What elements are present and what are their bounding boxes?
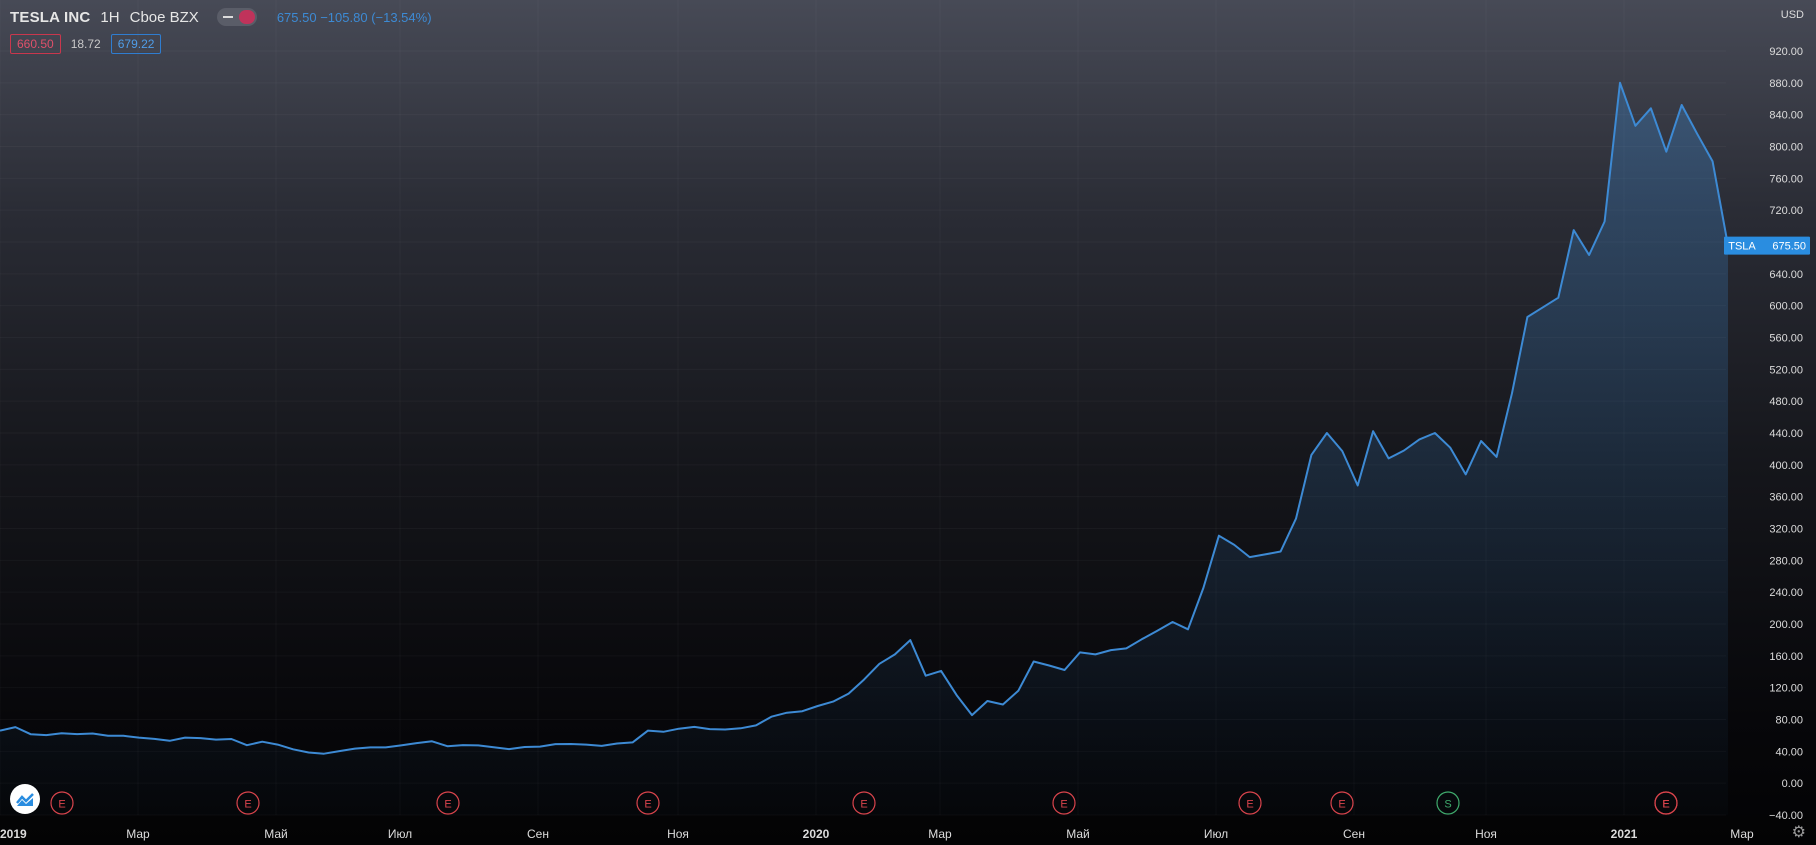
earnings-event-marker[interactable]: E: [1654, 791, 1678, 815]
x-axis-tick-label: Ноя: [667, 827, 689, 841]
y-axis-tick-label: 80.00: [1775, 715, 1803, 727]
y-axis-tick-label: 40.00: [1775, 746, 1803, 758]
ask-price[interactable]: 679.22: [110, 34, 162, 54]
y-axis-tick-label: 0.00: [1782, 778, 1803, 790]
last-price-value: 675.50: [1772, 241, 1806, 253]
svg-text:E: E: [1662, 799, 1669, 811]
interval-label[interactable]: 1H: [100, 8, 120, 26]
y-axis-tick-label: 520.00: [1769, 364, 1803, 376]
x-axis-tick-label: Мар: [1730, 827, 1754, 841]
y-axis-tick-label: 240.00: [1769, 587, 1803, 599]
svg-text:E: E: [1662, 799, 1669, 811]
svg-text:E: E: [58, 799, 65, 811]
y-axis-tick-label: 640.00: [1769, 269, 1803, 281]
market-status-toggle[interactable]: [216, 8, 257, 26]
x-axis-tick-label: Сен: [527, 827, 549, 841]
settings-gear-icon[interactable]: ⚙: [1791, 824, 1806, 841]
spread-value: 18.72: [70, 37, 101, 51]
y-axis-tick-label: 160.00: [1769, 651, 1803, 663]
chart-legend: TESLA INC 1H Cboe BZX 675.50 −105.80 (−1…: [10, 8, 432, 26]
svg-text:E: E: [1246, 799, 1253, 811]
svg-text:E: E: [860, 799, 867, 811]
last-price-label-bg: [1724, 236, 1810, 255]
x-axis-tick-label: Июл: [388, 827, 412, 841]
svg-text:S: S: [1444, 799, 1451, 811]
svg-text:E: E: [1060, 799, 1067, 811]
y-axis-tick-label: 320.00: [1769, 524, 1803, 536]
y-axis-tick-label: 400.00: [1769, 460, 1803, 472]
y-axis-tick-label: 200.00: [1769, 619, 1803, 631]
x-axis-tick-label: Май: [264, 827, 288, 841]
x-axis-tick-label: 2020: [803, 827, 830, 841]
y-axis-tick-label: 600.00: [1769, 301, 1803, 313]
price-change-pct: (−13.54%): [371, 9, 432, 25]
earnings-event-marker[interactable]: E: [1052, 791, 1076, 815]
y-axis-tick-label: 560.00: [1769, 333, 1803, 345]
earnings-event-marker[interactable]: E: [236, 791, 260, 815]
x-axis-tick-label: Июл: [1204, 827, 1228, 841]
y-axis-tick-label: 720.00: [1769, 205, 1803, 217]
bid-ask-panel: 660.50 18.72 679.22: [10, 34, 162, 54]
price-line: [0, 81, 1729, 755]
price-quote: 675.50 −105.80 (−13.54%): [277, 10, 432, 25]
svg-text:E: E: [644, 799, 651, 811]
y-axis-tick-label: 280.00: [1769, 555, 1803, 567]
x-axis-tick-label: Ноя: [1475, 827, 1497, 841]
earnings-event-marker[interactable]: E: [636, 791, 660, 815]
price-change: −105.80: [320, 9, 368, 25]
price-area-fill: [0, 82, 1728, 816]
x-axis-tick-label: Май: [1066, 827, 1090, 841]
x-axis-tick-label: Мар: [928, 827, 952, 841]
y-axis-tick-label: 920.00: [1769, 46, 1803, 58]
x-axis-tick-label: 2021: [1611, 827, 1638, 841]
split-event-marker[interactable]: S: [1436, 791, 1460, 815]
y-axis-tick-label: 120.00: [1769, 683, 1803, 695]
x-axis-tick-label: Сен: [1343, 827, 1365, 841]
svg-text:E: E: [444, 799, 451, 811]
x-axis-tick-label: Мар: [126, 827, 150, 841]
tradingview-logo-icon[interactable]: [10, 784, 40, 814]
earnings-event-marker[interactable]: E: [1330, 791, 1354, 815]
y-axis-tick-label: 760.00: [1769, 173, 1803, 185]
y-axis-tick-label: 440.00: [1769, 428, 1803, 440]
currency-label[interactable]: USD: [1780, 9, 1804, 21]
last-price: 675.50: [276, 9, 317, 25]
y-axis-tick-label: 800.00: [1769, 142, 1803, 154]
earnings-event-marker[interactable]: E: [436, 791, 460, 815]
svg-text:E: E: [1338, 799, 1345, 811]
last-price-ticker: TSLA: [1728, 241, 1756, 253]
exchange-label: Cboe BZX: [129, 8, 199, 26]
y-axis-tick-label: 360.00: [1769, 492, 1803, 504]
earnings-event-marker[interactable]: E: [50, 791, 74, 815]
x-axis-tick-label: 2019: [0, 827, 27, 841]
earnings-event-marker[interactable]: E: [1238, 791, 1262, 815]
y-axis-tick-label: −40.00: [1769, 810, 1803, 822]
bid-price[interactable]: 660.50: [10, 34, 61, 54]
earnings-event-marker[interactable]: E: [852, 791, 876, 815]
symbol-name[interactable]: TESLA INC: [10, 8, 91, 26]
y-axis-tick-label: 480.00: [1769, 396, 1803, 408]
svg-text:E: E: [244, 799, 251, 811]
y-axis-tick-label: 880.00: [1769, 78, 1803, 90]
y-axis-tick-label: 840.00: [1769, 110, 1803, 122]
